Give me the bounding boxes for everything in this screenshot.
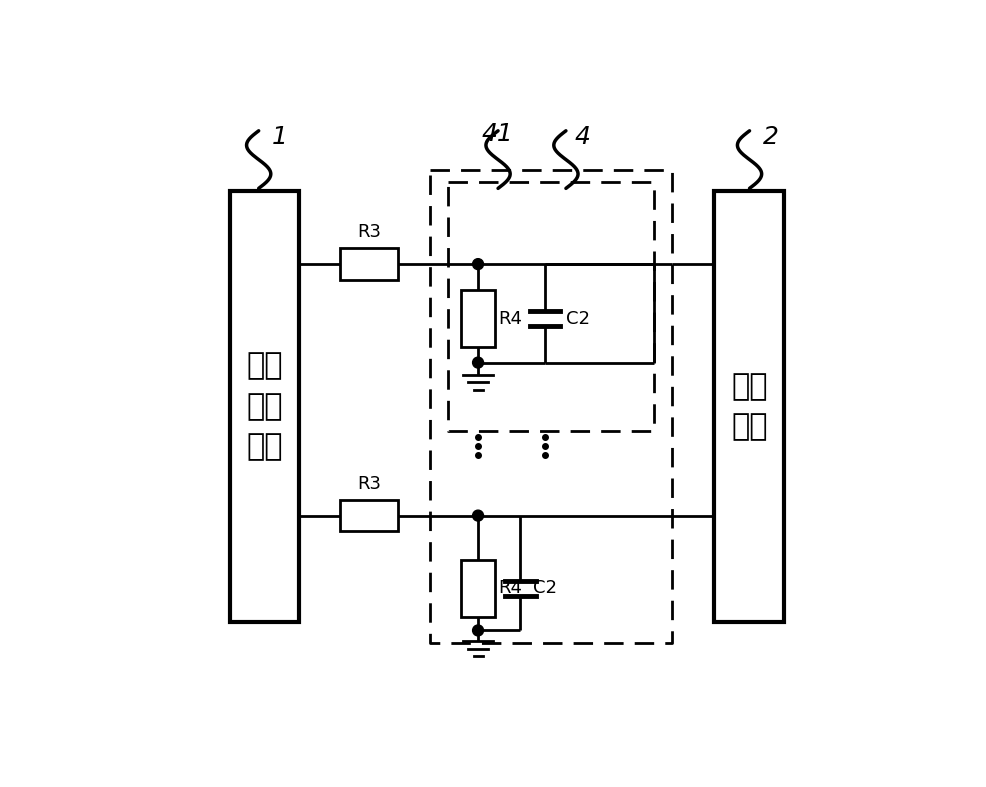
Bar xyxy=(715,191,784,622)
Circle shape xyxy=(472,259,483,270)
Text: 2: 2 xyxy=(763,125,779,149)
Text: C2: C2 xyxy=(532,579,556,597)
Text: 控制
单元: 控制 单元 xyxy=(731,371,767,442)
Text: 41: 41 xyxy=(481,122,513,146)
Bar xyxy=(461,290,495,347)
Bar xyxy=(340,500,397,531)
Text: 1: 1 xyxy=(272,125,288,149)
Circle shape xyxy=(472,510,483,521)
Text: C2: C2 xyxy=(566,309,590,327)
Bar xyxy=(461,560,495,617)
Bar xyxy=(230,191,300,622)
Text: 4: 4 xyxy=(575,125,591,149)
Circle shape xyxy=(472,625,483,636)
Text: R4: R4 xyxy=(498,579,522,597)
Bar xyxy=(340,249,397,280)
Text: R3: R3 xyxy=(357,475,381,493)
Text: R3: R3 xyxy=(357,223,381,241)
Text: 信号
输入
单元: 信号 输入 单元 xyxy=(246,352,283,461)
Circle shape xyxy=(472,357,483,368)
Text: R4: R4 xyxy=(498,309,522,327)
